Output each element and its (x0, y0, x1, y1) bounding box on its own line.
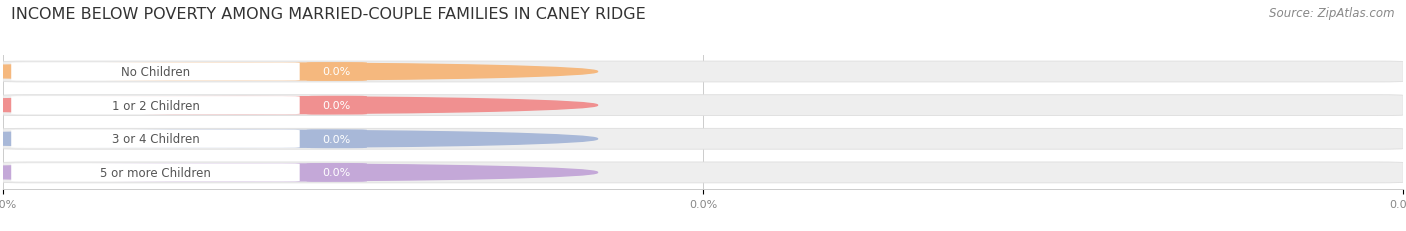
Text: 0.0%: 0.0% (322, 134, 352, 144)
Text: No Children: No Children (121, 66, 190, 79)
FancyBboxPatch shape (307, 63, 367, 82)
Text: 0.0%: 0.0% (322, 168, 352, 178)
Circle shape (0, 97, 598, 114)
FancyBboxPatch shape (3, 162, 1403, 183)
FancyBboxPatch shape (3, 129, 1403, 149)
FancyBboxPatch shape (3, 62, 1403, 82)
Circle shape (0, 131, 598, 148)
Text: 0.0%: 0.0% (322, 101, 352, 111)
Text: 0.0%: 0.0% (322, 67, 352, 77)
Text: 3 or 4 Children: 3 or 4 Children (111, 133, 200, 146)
Circle shape (0, 164, 598, 181)
FancyBboxPatch shape (11, 130, 299, 148)
Text: Source: ZipAtlas.com: Source: ZipAtlas.com (1270, 7, 1395, 20)
FancyBboxPatch shape (307, 96, 367, 115)
Text: INCOME BELOW POVERTY AMONG MARRIED-COUPLE FAMILIES IN CANEY RIDGE: INCOME BELOW POVERTY AMONG MARRIED-COUPL… (11, 7, 645, 22)
FancyBboxPatch shape (11, 97, 299, 115)
FancyBboxPatch shape (3, 95, 1403, 116)
Circle shape (0, 64, 598, 81)
Text: 5 or more Children: 5 or more Children (100, 166, 211, 179)
FancyBboxPatch shape (307, 163, 367, 182)
Text: 1 or 2 Children: 1 or 2 Children (111, 99, 200, 112)
FancyBboxPatch shape (11, 63, 299, 81)
FancyBboxPatch shape (307, 130, 367, 149)
FancyBboxPatch shape (11, 164, 299, 182)
